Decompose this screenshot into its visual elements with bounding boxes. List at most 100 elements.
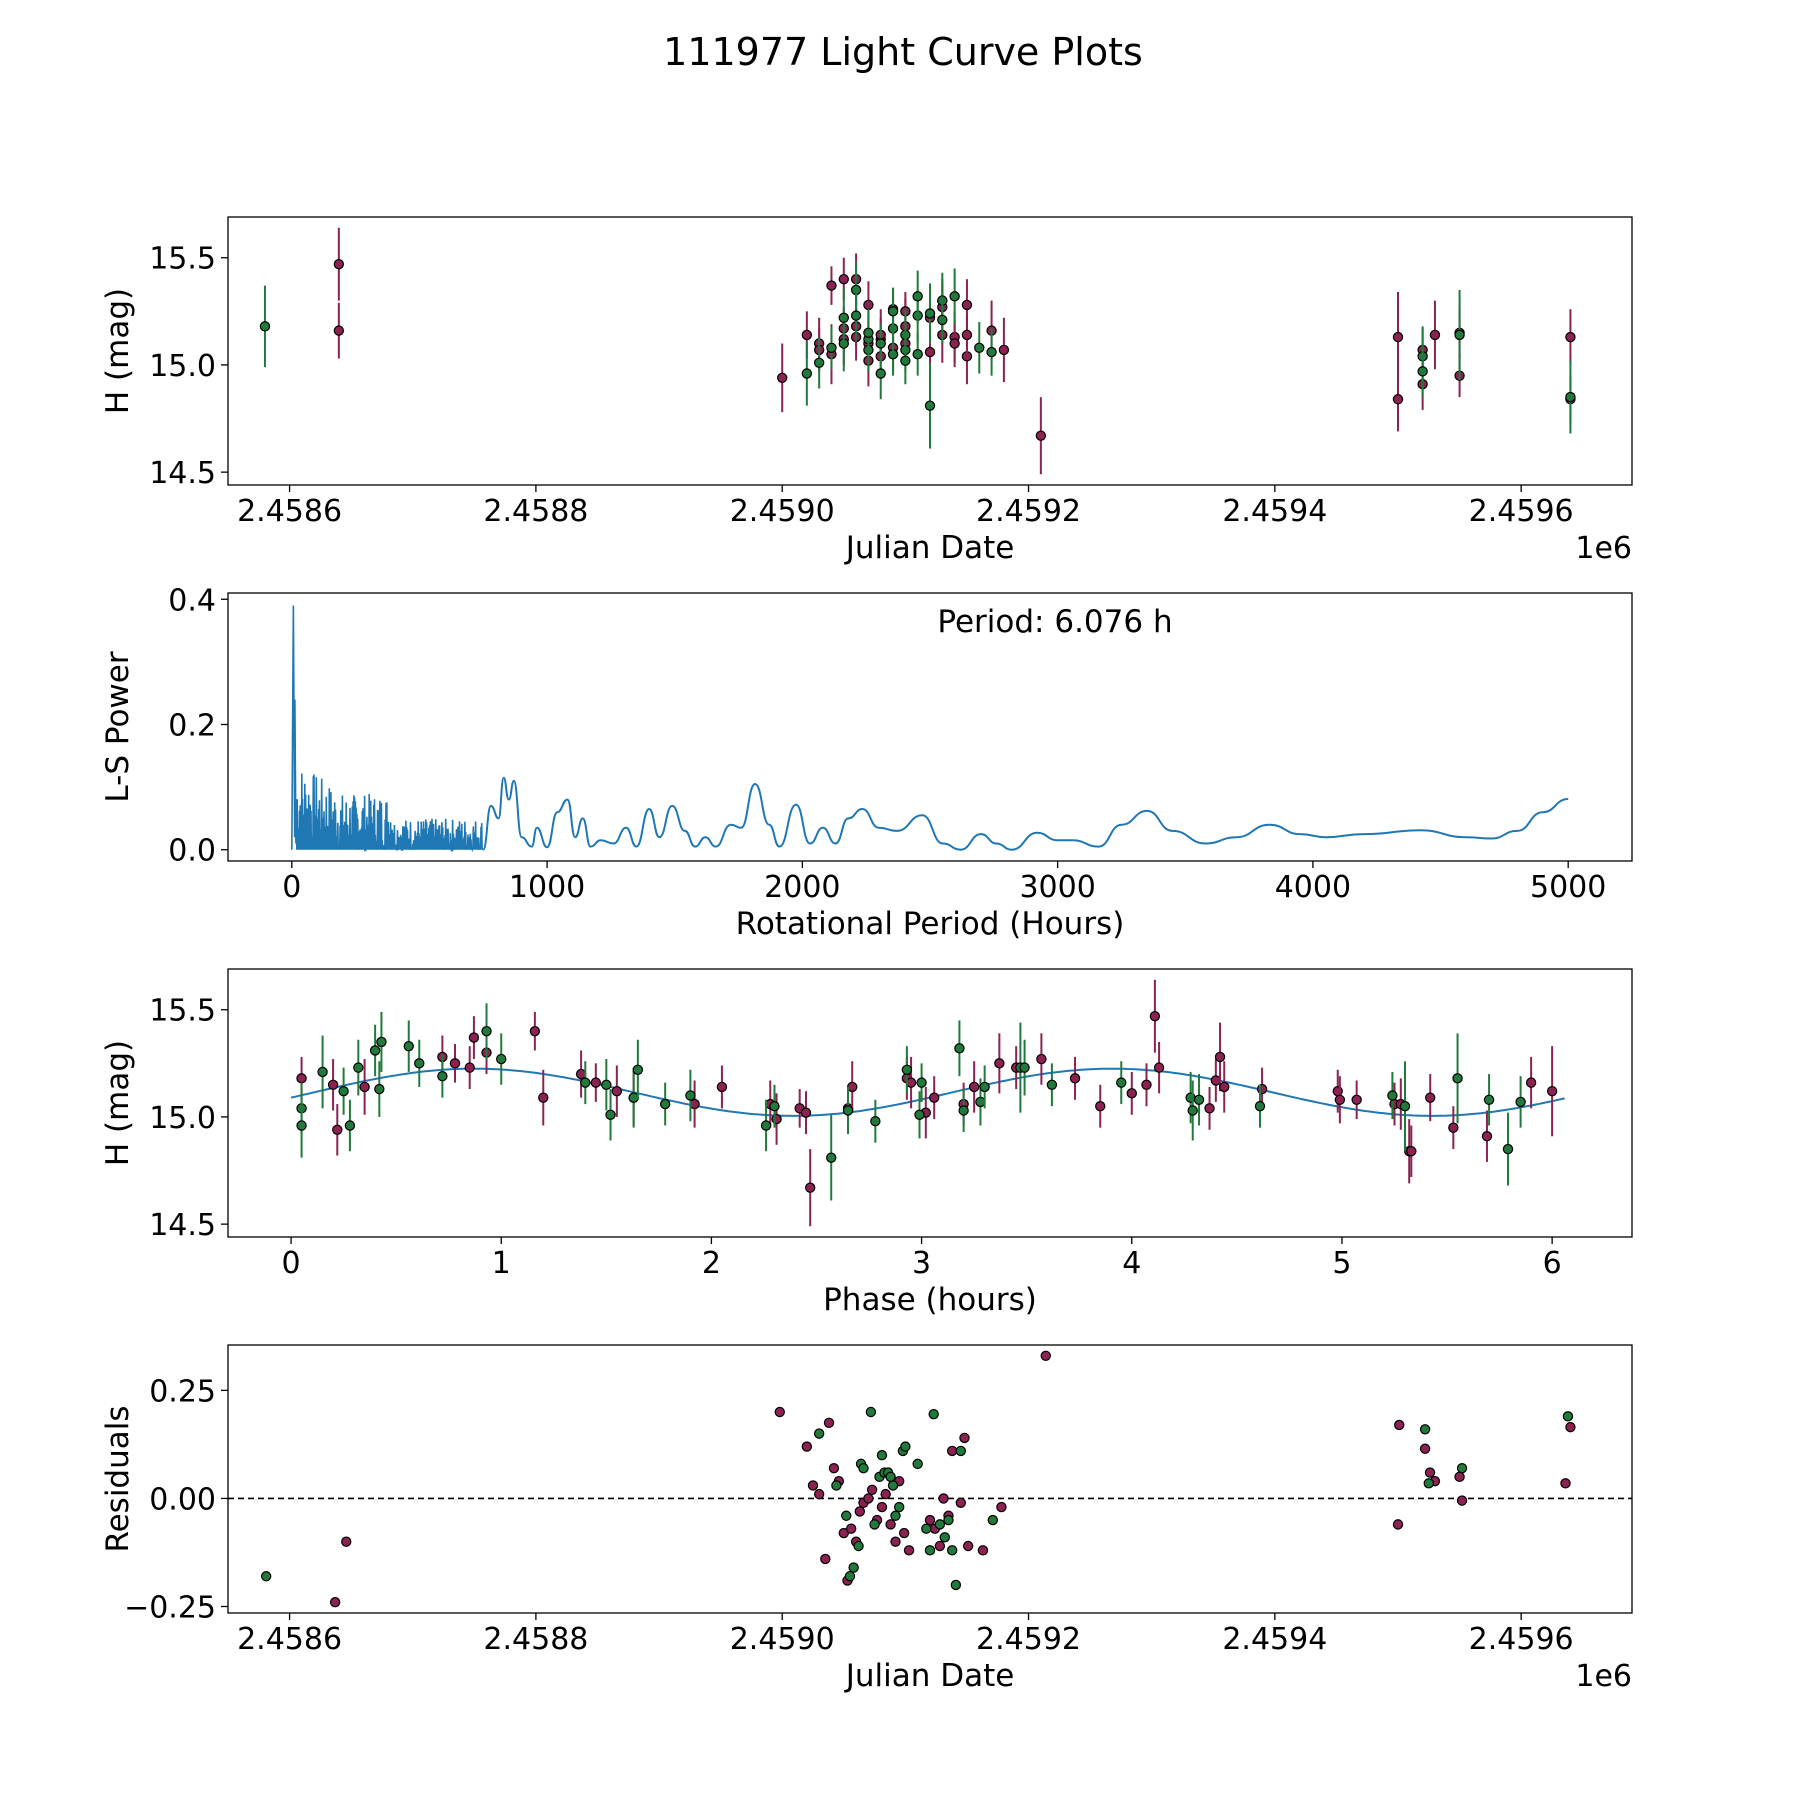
x-tick-label: 3000 — [1019, 870, 1095, 905]
x-tick-label: 2.4592 — [976, 1622, 1081, 1657]
band-b-point — [1185, 1092, 1196, 1103]
band-b-point — [986, 346, 997, 358]
phasefold-panel: 0 1 2 3 4 5 6 14.5 15.0 15.5 Phase (hours) H (mag) — [100, 968, 1633, 1318]
plot-frame — [227, 592, 1633, 862]
band-b-point — [1419, 1424, 1431, 1435]
band-b-point — [1502, 1143, 1514, 1155]
band-b-point — [801, 368, 813, 379]
band-a-point — [968, 1081, 980, 1093]
band-b-point — [912, 291, 923, 302]
band-a-point — [801, 329, 813, 341]
band-a-point — [1565, 331, 1576, 343]
band-a-point — [329, 1596, 341, 1608]
band-b-point — [296, 1120, 307, 1131]
band-a-point — [1429, 329, 1441, 341]
x-tick-label: 5 — [1332, 1246, 1351, 1281]
band-a-point — [359, 1081, 370, 1093]
y-tick-label: 0.0 — [168, 834, 216, 869]
band-a-point — [1560, 1478, 1571, 1489]
band-b-point — [887, 1480, 899, 1491]
y-tick-label: 15.0 — [149, 1101, 216, 1136]
periodogram-smooth-line — [482, 776, 1569, 851]
band-b-point — [885, 1471, 896, 1483]
x-tick-label: 2.4590 — [730, 494, 835, 529]
band-a-point — [996, 1501, 1007, 1513]
band-b-point — [937, 314, 948, 326]
x-tick-label: 2.4586 — [237, 494, 342, 529]
y-tick-label: 14.5 — [149, 1208, 216, 1243]
band-b-point — [496, 1053, 507, 1065]
band-a-point — [1149, 1010, 1161, 1022]
band-b-point — [912, 1458, 923, 1470]
band-a-point — [959, 1432, 970, 1444]
band-b-point — [826, 1152, 837, 1163]
band-a-point — [876, 1501, 888, 1513]
band-b-point — [601, 1079, 612, 1090]
band-a-point — [800, 1107, 812, 1118]
band-b-point — [632, 1064, 644, 1075]
band-a-point — [938, 1493, 949, 1504]
band-b-point — [1046, 1079, 1058, 1090]
band-b-point — [1116, 1077, 1127, 1088]
band-a-point — [1456, 1495, 1468, 1506]
y-tick-label: −0.25 — [124, 1591, 216, 1626]
band-b-point — [1417, 366, 1428, 377]
band-b-point — [912, 349, 923, 360]
band-b-point — [376, 1036, 387, 1048]
band-a-point — [1256, 1083, 1268, 1095]
band-a-point — [1425, 1092, 1436, 1103]
x-tick-label: 2.4594 — [1222, 1622, 1327, 1657]
band-b-point — [1515, 1096, 1526, 1108]
band-a-point — [1394, 1419, 1405, 1431]
periodogram-noise-line — [291, 605, 484, 853]
x-axis-label: Julian Date — [844, 1658, 1015, 1694]
band-a-point — [962, 1540, 974, 1552]
x-axis-label: Julian Date — [844, 530, 1015, 566]
x-tick-label: 2 — [702, 1246, 721, 1281]
figure-title: 111977 Light Curve Plots — [663, 30, 1143, 74]
band-a-point — [1141, 1079, 1152, 1090]
y-tick-label: 15.5 — [149, 994, 216, 1029]
band-a-point — [1525, 1077, 1537, 1088]
band-a-point — [807, 1480, 819, 1491]
y-tick-label: 15.5 — [149, 242, 216, 277]
band-a-point — [1036, 1053, 1047, 1065]
band-b-point — [955, 1445, 966, 1457]
x-tick-label: 4 — [1122, 1246, 1141, 1281]
band-a-point — [1419, 1443, 1431, 1454]
band-a-point — [774, 1406, 785, 1418]
band-a-point — [1332, 1086, 1343, 1097]
band-b-point — [890, 1510, 901, 1521]
band-b-point — [374, 1083, 385, 1095]
band-b-point — [403, 1040, 414, 1052]
band-b-point — [875, 338, 886, 349]
band-b-point — [659, 1098, 671, 1110]
band-a-point — [977, 1545, 989, 1556]
band-b-point — [1565, 391, 1576, 403]
band-b-point — [838, 312, 849, 323]
band-b-point — [876, 1450, 888, 1461]
x-tick-label: 2.4596 — [1469, 494, 1574, 529]
band-b-point — [894, 1501, 905, 1513]
x-tick-label: 2.4586 — [237, 1622, 342, 1657]
band-a-point — [885, 1519, 896, 1530]
band-a-point — [903, 1545, 915, 1556]
band-b-point — [924, 1545, 936, 1556]
band-a-point — [994, 1058, 1005, 1069]
x-axis-label: Phase (hours) — [823, 1282, 1037, 1318]
band-b-point — [869, 1519, 880, 1530]
band-a-point — [863, 1493, 874, 1504]
band-a-point — [464, 1062, 475, 1073]
band-b-point — [338, 1086, 349, 1097]
band-b-point — [1019, 1062, 1030, 1073]
band-a-point — [341, 1536, 352, 1547]
band-a-point — [1448, 1122, 1459, 1133]
band-b-point — [958, 1105, 969, 1116]
band-b-point — [870, 1116, 881, 1127]
band-b-point — [353, 1062, 364, 1073]
y-axis-label: L-S Power — [100, 651, 136, 802]
x-tick-label: 6 — [1543, 1246, 1562, 1281]
lightcurve-panel: 2.4586 2.4588 2.4590 2.4592 2.4594 2.4596 14.5… — [100, 216, 1633, 566]
band-b-point — [259, 321, 271, 332]
band-b-point — [939, 1532, 950, 1543]
